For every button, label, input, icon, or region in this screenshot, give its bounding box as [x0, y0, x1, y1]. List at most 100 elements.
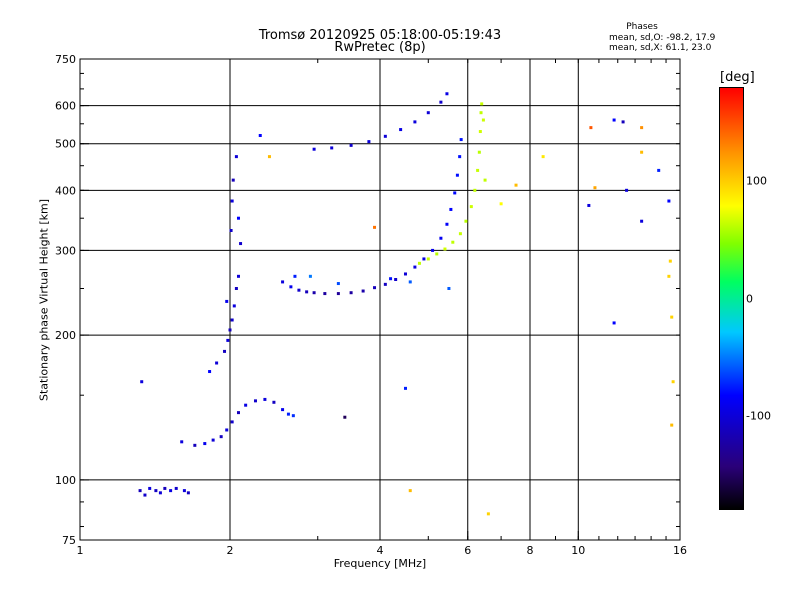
data-point [225, 428, 229, 432]
data-point [148, 486, 152, 490]
data-point [253, 399, 257, 403]
data-point [458, 232, 462, 236]
data-point [230, 199, 234, 203]
data-point [483, 178, 487, 182]
data-point [236, 274, 240, 278]
data-point [612, 321, 616, 325]
colorbar-label: [deg] [720, 70, 755, 85]
data-point [422, 257, 426, 261]
data-point [587, 203, 591, 207]
y-tick-label: 400 [55, 184, 76, 197]
data-point [143, 493, 147, 497]
x-tick-label: 16 [673, 544, 687, 557]
data-point [219, 435, 223, 439]
data-point [140, 380, 144, 384]
y-axis-label: Stationary phase Virtual Height [km] [37, 198, 51, 402]
data-point [336, 292, 340, 296]
data-point [231, 178, 235, 182]
y-tick-label: 750 [55, 53, 76, 66]
data-point [476, 168, 480, 172]
data-point [281, 408, 285, 412]
data-point [408, 280, 412, 284]
data-point [258, 134, 262, 138]
colorbar [719, 87, 744, 510]
y-tick-label: 300 [55, 244, 76, 257]
x-tick-label: 1 [77, 544, 84, 557]
data-point [281, 280, 285, 284]
data-point [443, 247, 447, 251]
data-point [670, 315, 674, 319]
data-point [236, 216, 240, 220]
data-point [367, 140, 371, 144]
y-tick-label: 500 [55, 138, 76, 151]
data-point [373, 225, 377, 229]
data-point [361, 289, 365, 293]
data-point [541, 155, 545, 159]
data-point [312, 291, 316, 295]
data-point [383, 282, 387, 286]
x-tick-label: 4 [377, 544, 384, 557]
phase-stats-x: mean, sd,X: 61.1, 23.0 [609, 43, 712, 53]
x-tick-label: 6 [464, 544, 471, 557]
data-point [289, 285, 293, 289]
data-point [305, 290, 309, 294]
data-point [312, 147, 316, 151]
phases-heading: Phases [626, 22, 658, 32]
data-points [138, 92, 675, 516]
data-point [225, 299, 229, 303]
colorbar-tick-label: 0 [746, 292, 753, 305]
data-point [477, 150, 481, 154]
data-point [138, 489, 142, 493]
data-point [514, 183, 518, 187]
data-point [399, 128, 403, 132]
data-point [445, 222, 449, 226]
data-point [208, 370, 212, 374]
data-point [459, 138, 463, 142]
data-point [480, 102, 484, 106]
tick-labels: 1 2 4 6 8 10 16 75 100 200 300 400 500 600 750 [55, 53, 687, 557]
data-point [232, 304, 236, 308]
data-point [445, 92, 449, 96]
data-point [230, 318, 234, 322]
data-point [226, 338, 230, 342]
data-point [408, 489, 412, 493]
x-tick-label: 2 [227, 544, 234, 557]
chart-subtitle: RwPretec (8p) [334, 40, 426, 55]
data-point [439, 100, 443, 104]
data-point [234, 286, 238, 290]
data-point [589, 126, 593, 130]
data-point [625, 188, 629, 192]
data-point [403, 386, 407, 390]
data-point [670, 423, 674, 427]
data-point [169, 489, 173, 493]
data-point [323, 292, 327, 296]
data-point [453, 191, 457, 195]
data-point [349, 291, 353, 295]
data-point [203, 442, 207, 446]
phase-stats-o: mean, sd,O: -98.2, 17.9 [609, 33, 716, 43]
data-point [383, 134, 387, 138]
data-point [455, 173, 459, 177]
y-tick-label: 600 [55, 100, 76, 113]
data-point [478, 130, 482, 134]
data-point [330, 146, 334, 150]
data-point [174, 486, 178, 490]
data-point [308, 274, 312, 278]
data-point [336, 282, 340, 286]
data-point [499, 202, 503, 206]
data-point [228, 328, 232, 332]
data-point [431, 248, 435, 252]
data-point [373, 286, 377, 290]
colorbar-tick-label: 100 [746, 174, 767, 188]
x-tick-label: 10 [571, 544, 585, 557]
data-point [671, 380, 675, 384]
data-point [263, 397, 267, 401]
data-point [182, 489, 186, 493]
data-point [389, 277, 393, 281]
data-point [413, 120, 417, 124]
y-tick-label: 100 [55, 474, 76, 487]
data-point [394, 278, 398, 282]
data-point [469, 205, 473, 209]
data-point [479, 111, 483, 115]
